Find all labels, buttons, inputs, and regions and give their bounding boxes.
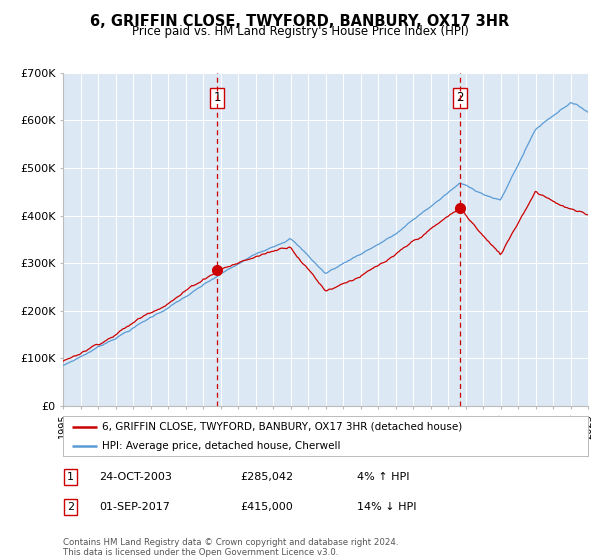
Text: 1: 1 xyxy=(214,91,221,104)
Text: 4% ↑ HPI: 4% ↑ HPI xyxy=(357,472,409,482)
Text: £415,000: £415,000 xyxy=(240,502,293,512)
Text: £285,042: £285,042 xyxy=(240,472,293,482)
Text: Price paid vs. HM Land Registry's House Price Index (HPI): Price paid vs. HM Land Registry's House … xyxy=(131,25,469,38)
Text: 24-OCT-2003: 24-OCT-2003 xyxy=(99,472,172,482)
Text: 1: 1 xyxy=(67,472,74,482)
Text: 2: 2 xyxy=(67,502,74,512)
Text: 2: 2 xyxy=(456,91,463,104)
Text: Contains HM Land Registry data © Crown copyright and database right 2024.
This d: Contains HM Land Registry data © Crown c… xyxy=(63,538,398,557)
Text: 6, GRIFFIN CLOSE, TWYFORD, BANBURY, OX17 3HR: 6, GRIFFIN CLOSE, TWYFORD, BANBURY, OX17… xyxy=(91,14,509,29)
Text: 01-SEP-2017: 01-SEP-2017 xyxy=(99,502,170,512)
Text: 6, GRIFFIN CLOSE, TWYFORD, BANBURY, OX17 3HR (detached house): 6, GRIFFIN CLOSE, TWYFORD, BANBURY, OX17… xyxy=(103,422,463,432)
Text: HPI: Average price, detached house, Cherwell: HPI: Average price, detached house, Cher… xyxy=(103,441,341,450)
Text: 14% ↓ HPI: 14% ↓ HPI xyxy=(357,502,416,512)
